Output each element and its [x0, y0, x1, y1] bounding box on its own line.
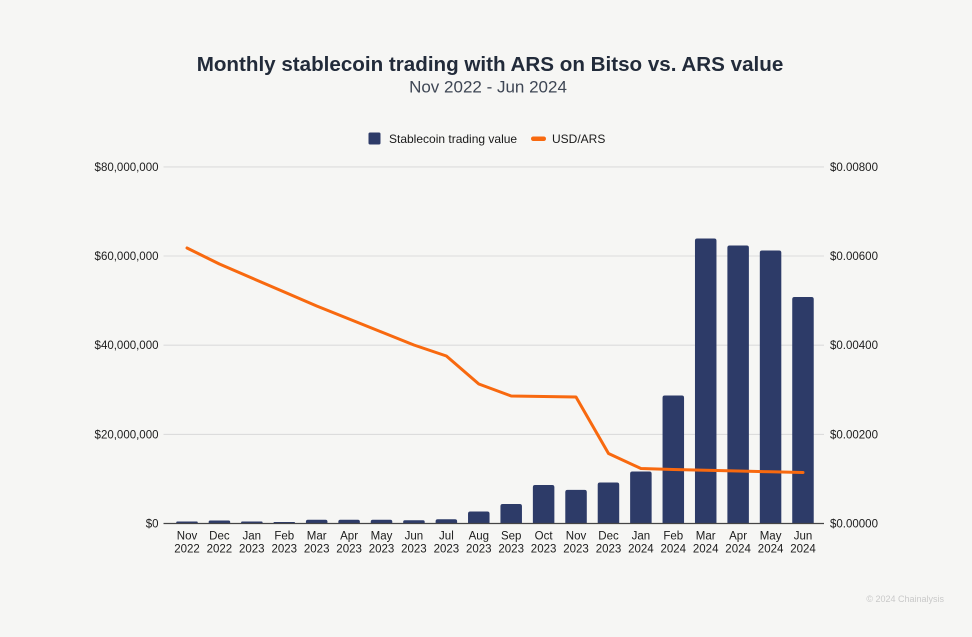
svg-text:2023: 2023: [272, 544, 298, 556]
svg-text:2023: 2023: [596, 544, 622, 556]
svg-text:$0.00400: $0.00400: [830, 340, 878, 352]
svg-text:$60,000,000: $60,000,000: [95, 251, 159, 263]
svg-text:Oct: Oct: [535, 531, 554, 543]
svg-text:$0.00800: $0.00800: [830, 162, 878, 174]
svg-text:Apr: Apr: [340, 531, 358, 543]
svg-text:$20,000,000: $20,000,000: [95, 429, 159, 441]
svg-text:2023: 2023: [304, 544, 330, 556]
svg-text:Jul: Jul: [439, 531, 454, 543]
svg-text:$0: $0: [146, 519, 159, 531]
svg-text:2022: 2022: [174, 544, 200, 556]
svg-text:Feb: Feb: [663, 531, 683, 543]
svg-text:Jun: Jun: [405, 531, 424, 543]
svg-text:2023: 2023: [531, 544, 557, 556]
svg-text:2023: 2023: [369, 544, 395, 556]
svg-text:2023: 2023: [434, 544, 460, 556]
svg-text:Monthly stablecoin trading wit: Monthly stablecoin trading with ARS on B…: [197, 53, 784, 76]
svg-text:© 2024 Chainalysis: © 2024 Chainalysis: [866, 594, 944, 604]
svg-text:Mar: Mar: [696, 531, 716, 543]
svg-text:Jun: Jun: [794, 531, 813, 543]
svg-text:Feb: Feb: [274, 531, 294, 543]
svg-text:Dec: Dec: [209, 531, 230, 543]
svg-text:2024: 2024: [790, 544, 816, 556]
svg-text:2023: 2023: [498, 544, 524, 556]
svg-text:2023: 2023: [466, 544, 492, 556]
svg-text:Dec: Dec: [598, 531, 619, 543]
svg-text:2024: 2024: [693, 544, 719, 556]
svg-text:Jan: Jan: [243, 531, 262, 543]
svg-text:2023: 2023: [239, 544, 265, 556]
svg-text:Sep: Sep: [501, 531, 521, 543]
svg-text:2023: 2023: [563, 544, 589, 556]
svg-text:2024: 2024: [661, 544, 687, 556]
svg-text:$80,000,000: $80,000,000: [95, 162, 159, 174]
svg-text:May: May: [760, 531, 782, 543]
svg-text:USD/ARS: USD/ARS: [552, 132, 605, 146]
svg-text:Nov: Nov: [177, 531, 198, 543]
svg-text:Jan: Jan: [632, 531, 651, 543]
svg-text:$0.00000: $0.00000: [830, 519, 878, 531]
svg-text:May: May: [371, 531, 393, 543]
svg-text:Nov 2022 - Jun 2024: Nov 2022 - Jun 2024: [409, 78, 567, 97]
svg-text:$0.00200: $0.00200: [830, 429, 878, 441]
svg-text:2024: 2024: [725, 544, 751, 556]
svg-text:Aug: Aug: [469, 531, 489, 543]
svg-text:$40,000,000: $40,000,000: [95, 340, 159, 352]
svg-text:2023: 2023: [401, 544, 427, 556]
svg-text:Apr: Apr: [729, 531, 747, 543]
svg-text:$0.00600: $0.00600: [830, 251, 878, 263]
svg-text:2024: 2024: [758, 544, 784, 556]
svg-text:2022: 2022: [207, 544, 233, 556]
svg-text:Nov: Nov: [566, 531, 587, 543]
svg-text:2024: 2024: [628, 544, 654, 556]
svg-text:Stablecoin trading value: Stablecoin trading value: [389, 132, 517, 146]
svg-text:Mar: Mar: [307, 531, 327, 543]
svg-text:2023: 2023: [336, 544, 362, 556]
